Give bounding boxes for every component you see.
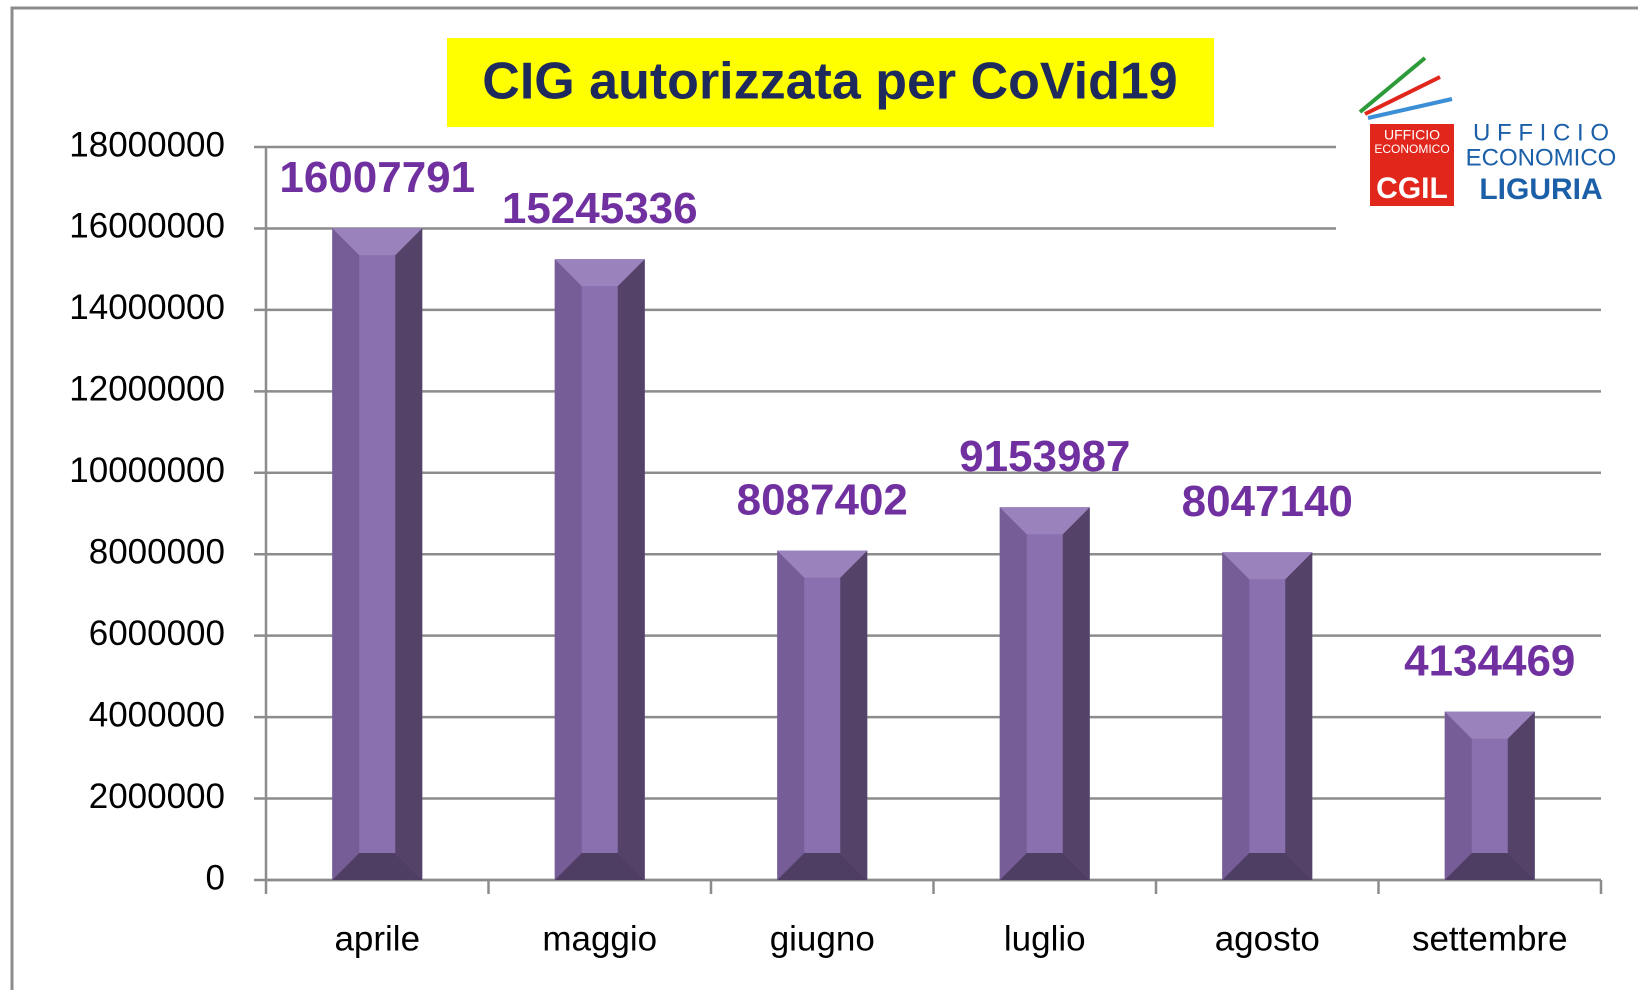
bar-bevel xyxy=(395,228,423,880)
bar-bevel xyxy=(1222,552,1313,580)
bar-bevel xyxy=(1062,507,1090,880)
bar-bevel xyxy=(617,259,645,880)
x-tick-label: aprile xyxy=(334,919,420,958)
x-tick-label: giugno xyxy=(770,919,875,958)
value-label: 16007791 xyxy=(279,153,475,202)
bar-bevel xyxy=(1507,711,1535,880)
x-tick-label: agosto xyxy=(1215,919,1320,958)
bar-bevel xyxy=(999,853,1090,880)
value-label: 4134469 xyxy=(1404,636,1575,685)
plot-area: 0 2000000 4000000 6000000 8000000 10000000 120… xyxy=(69,125,1603,958)
logo-stripe xyxy=(1358,56,1427,114)
y-tick-label: 18000000 xyxy=(69,125,225,164)
logo-stripe xyxy=(1364,75,1441,116)
logo-stripe xyxy=(1367,97,1453,120)
logo-box xyxy=(1370,124,1454,206)
bar-bevel xyxy=(777,550,868,578)
y-tick-label: 0 xyxy=(206,858,225,897)
chart-title: CIG autorizzata per CoVid19 xyxy=(482,53,1177,111)
x-tick-label: maggio xyxy=(542,919,657,958)
bar-bevel xyxy=(1444,711,1472,880)
x-tick-label: settembre xyxy=(1412,919,1568,958)
logo-text: CGIL xyxy=(1376,172,1448,205)
logo-text: ECONOMICO xyxy=(1374,142,1449,156)
bar-bevel xyxy=(1444,711,1535,739)
bar-bevel xyxy=(332,228,360,880)
bar-bevel xyxy=(1444,853,1535,880)
y-tick-label: 10000000 xyxy=(69,451,225,490)
y-tick-label: 12000000 xyxy=(69,370,225,409)
title-box xyxy=(447,38,1214,127)
value-label: 9153987 xyxy=(959,432,1130,481)
bar-bevel xyxy=(1285,552,1313,880)
y-tick-label: 4000000 xyxy=(89,695,225,734)
bar-bevel xyxy=(554,259,582,880)
x-tick-label: luglio xyxy=(1004,919,1086,958)
bar-bevel xyxy=(999,507,1027,880)
y-tick-label: 8000000 xyxy=(89,532,225,571)
logo-text: ECONOMICO xyxy=(1466,144,1617,171)
bar-bevel xyxy=(554,853,645,880)
bar-bevel xyxy=(332,228,423,256)
logo: UFFICIO ECONOMICO CGIL U F F I C I O ECO… xyxy=(1336,52,1626,232)
value-label: 8047140 xyxy=(1182,477,1353,526)
value-label: 15245336 xyxy=(502,184,698,233)
y-tick-label: 16000000 xyxy=(69,207,225,246)
bar-bevel xyxy=(999,507,1090,535)
logo-text: U F F I C I O xyxy=(1473,119,1609,146)
y-tick-label: 6000000 xyxy=(89,614,225,653)
logo-text: LIGURIA xyxy=(1479,173,1602,206)
logo-text: UFFICIO xyxy=(1384,127,1440,143)
y-tick-label: 14000000 xyxy=(69,288,225,327)
bar-bevel xyxy=(777,853,868,880)
bar-bevel xyxy=(554,259,645,287)
bar-bevel xyxy=(1222,853,1313,880)
bar-bevel xyxy=(840,550,868,880)
bar-bevel xyxy=(332,853,423,880)
bar-bevel xyxy=(777,550,805,880)
y-tick-label: 2000000 xyxy=(89,777,225,816)
value-label: 8087402 xyxy=(737,475,908,524)
bar-bevel xyxy=(1222,552,1250,880)
